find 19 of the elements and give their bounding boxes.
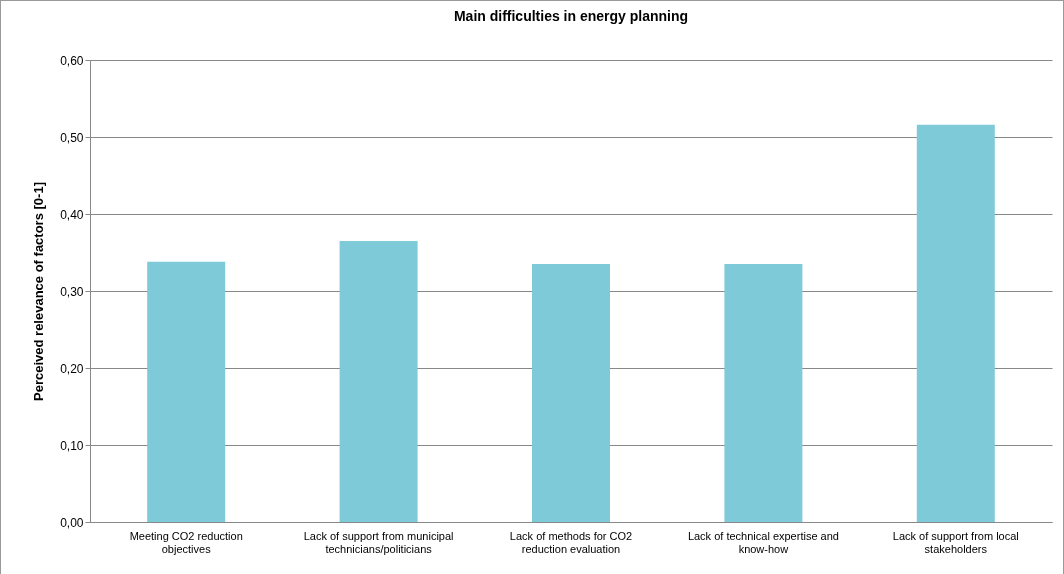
bar bbox=[724, 264, 803, 522]
y-tick-label: 0,60 bbox=[60, 53, 84, 68]
x-tick-label: Lack of support from municipal technicians/politicians bbox=[303, 529, 454, 555]
x-tick-label: Lack of technical expertise and know-how bbox=[687, 529, 839, 555]
y-tick-label: 0,00 bbox=[60, 515, 84, 530]
y-tick-label: 0,20 bbox=[60, 361, 84, 376]
chart-title: Main difficulties in energy planning bbox=[453, 8, 689, 24]
y-tick-label: 0,10 bbox=[60, 438, 84, 453]
bar bbox=[147, 261, 226, 522]
bar bbox=[916, 124, 995, 522]
x-tick-label: Meeting CO2 reduction objectives bbox=[129, 529, 243, 555]
bar bbox=[532, 264, 610, 522]
bar bbox=[339, 240, 418, 522]
y-tick-label: 0,50 bbox=[60, 130, 84, 145]
y-tick-label: 0,30 bbox=[60, 284, 84, 299]
x-tick-label: Lack of support from local stakeholders bbox=[892, 529, 1019, 555]
y-axis-title: Perceived relevance of factors [0-1] bbox=[31, 182, 47, 401]
x-tick-label: Lack of methods for CO2 reduction evaluation bbox=[509, 529, 633, 555]
y-tick-label: 0,40 bbox=[60, 207, 84, 222]
